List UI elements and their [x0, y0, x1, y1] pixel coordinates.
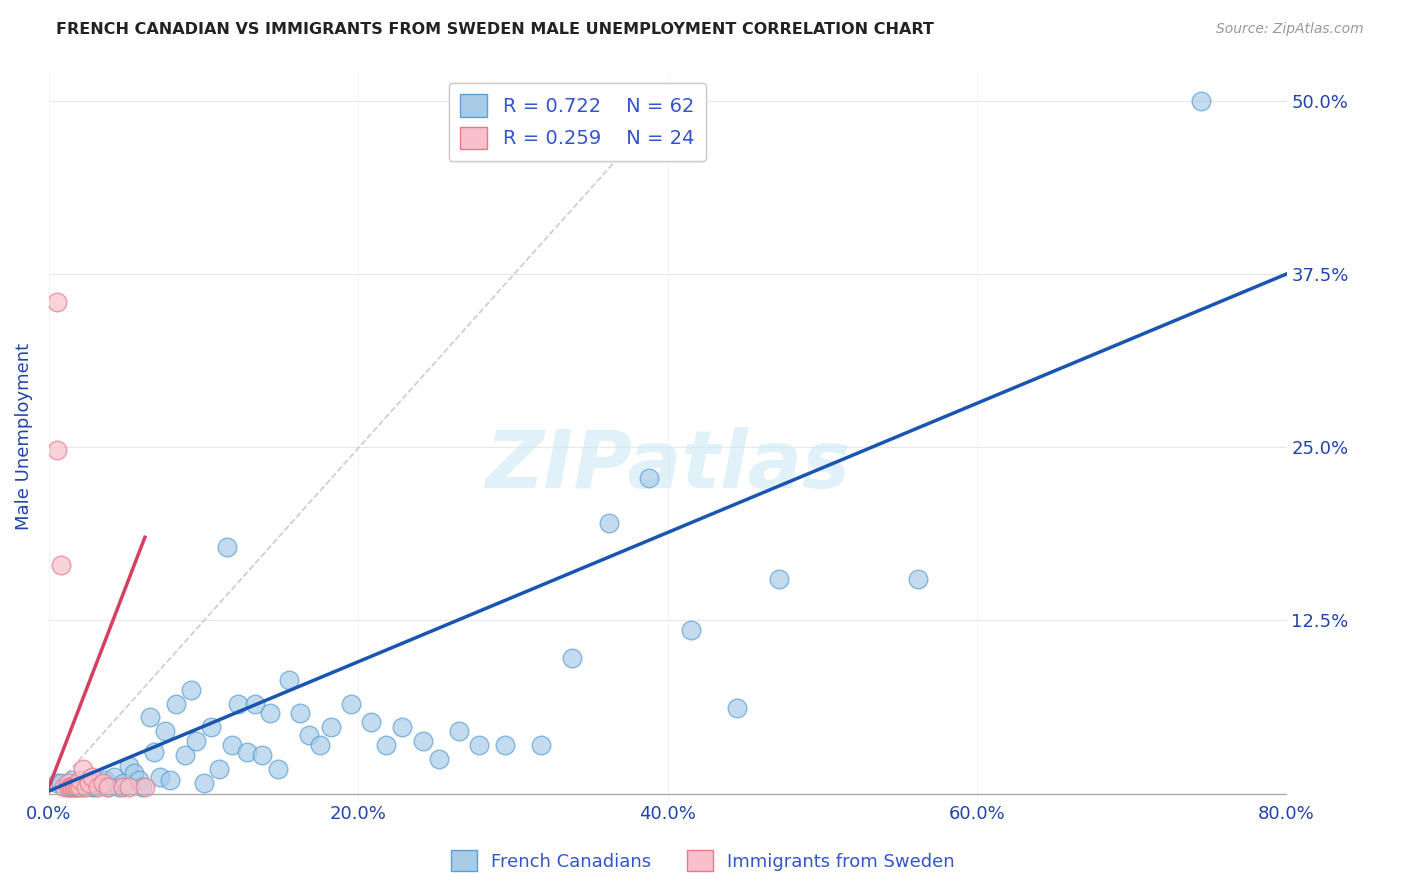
Point	[200, 720, 222, 734]
Point	[82, 780, 104, 794]
Text: Source: ZipAtlas.com: Source: ZipAtlas.com	[1216, 22, 1364, 37]
Point	[66, 780, 89, 794]
Point	[339, 697, 361, 711]
Point	[131, 780, 153, 794]
Point	[59, 780, 82, 794]
Point	[226, 697, 249, 711]
Point	[153, 724, 176, 739]
Point	[468, 738, 491, 752]
Point	[159, 772, 181, 787]
Point	[208, 762, 231, 776]
Point	[128, 772, 150, 787]
Text: FRENCH CANADIAN VS IMMIGRANTS FROM SWEDEN MALE UNEMPLOYMENT CORRELATION CHART: FRENCH CANADIAN VS IMMIGRANTS FROM SWEDE…	[56, 22, 934, 37]
Point	[107, 780, 129, 794]
Point	[360, 714, 382, 729]
Point	[236, 745, 259, 759]
Point	[58, 780, 80, 794]
Point	[1191, 94, 1213, 108]
Point	[149, 770, 172, 784]
Point	[69, 780, 91, 794]
Point	[391, 720, 413, 734]
Point	[319, 720, 342, 734]
Point	[165, 697, 187, 711]
Point	[174, 747, 197, 762]
Point	[93, 772, 115, 787]
Point	[65, 780, 87, 794]
Point	[308, 738, 330, 752]
Point	[76, 772, 98, 787]
Point	[638, 471, 661, 485]
Point	[112, 780, 135, 794]
Point	[75, 780, 97, 794]
Text: ZIPatlas: ZIPatlas	[485, 427, 851, 505]
Point	[530, 738, 553, 752]
Point	[53, 780, 76, 794]
Point	[288, 706, 311, 721]
Point	[51, 558, 73, 572]
Point	[298, 729, 321, 743]
Point	[494, 738, 516, 752]
Point	[252, 747, 274, 762]
Point	[45, 294, 67, 309]
Point	[134, 780, 156, 794]
Point	[447, 724, 470, 739]
Point	[267, 762, 290, 776]
Point	[193, 775, 215, 789]
Point	[768, 572, 790, 586]
Point	[82, 770, 104, 784]
Point	[907, 572, 929, 586]
Point	[375, 738, 398, 752]
Point	[215, 540, 238, 554]
Point	[221, 738, 243, 752]
Point	[77, 775, 100, 789]
Point	[89, 775, 111, 789]
Point	[62, 780, 84, 794]
Point	[60, 780, 83, 794]
Point	[56, 775, 79, 789]
Point	[97, 780, 120, 794]
Point	[277, 673, 299, 687]
Point	[598, 516, 620, 531]
Point	[72, 780, 94, 794]
Point	[67, 780, 90, 794]
Point	[180, 682, 202, 697]
Point	[60, 772, 83, 787]
Point	[103, 770, 125, 784]
Point	[87, 780, 110, 794]
Y-axis label: Male Unemployment: Male Unemployment	[15, 343, 32, 531]
Legend: French Canadians, Immigrants from Sweden: French Canadians, Immigrants from Sweden	[444, 843, 962, 879]
Point	[725, 700, 748, 714]
Legend: R = 0.722    N = 62, R = 0.259    N = 24: R = 0.722 N = 62, R = 0.259 N = 24	[449, 83, 706, 161]
Point	[243, 697, 266, 711]
Point	[84, 780, 107, 794]
Point	[679, 623, 702, 637]
Point	[97, 780, 120, 794]
Point	[51, 775, 73, 789]
Point	[118, 780, 141, 794]
Point	[427, 752, 450, 766]
Point	[184, 734, 207, 748]
Point	[112, 775, 135, 789]
Point	[56, 780, 79, 794]
Point	[118, 759, 141, 773]
Point	[412, 734, 434, 748]
Point	[66, 775, 89, 789]
Point	[259, 706, 281, 721]
Point	[69, 772, 91, 787]
Point	[143, 745, 166, 759]
Point	[45, 775, 67, 789]
Point	[72, 762, 94, 776]
Point	[561, 651, 583, 665]
Point	[91, 775, 114, 789]
Point	[45, 442, 67, 457]
Point	[138, 710, 160, 724]
Point	[122, 765, 145, 780]
